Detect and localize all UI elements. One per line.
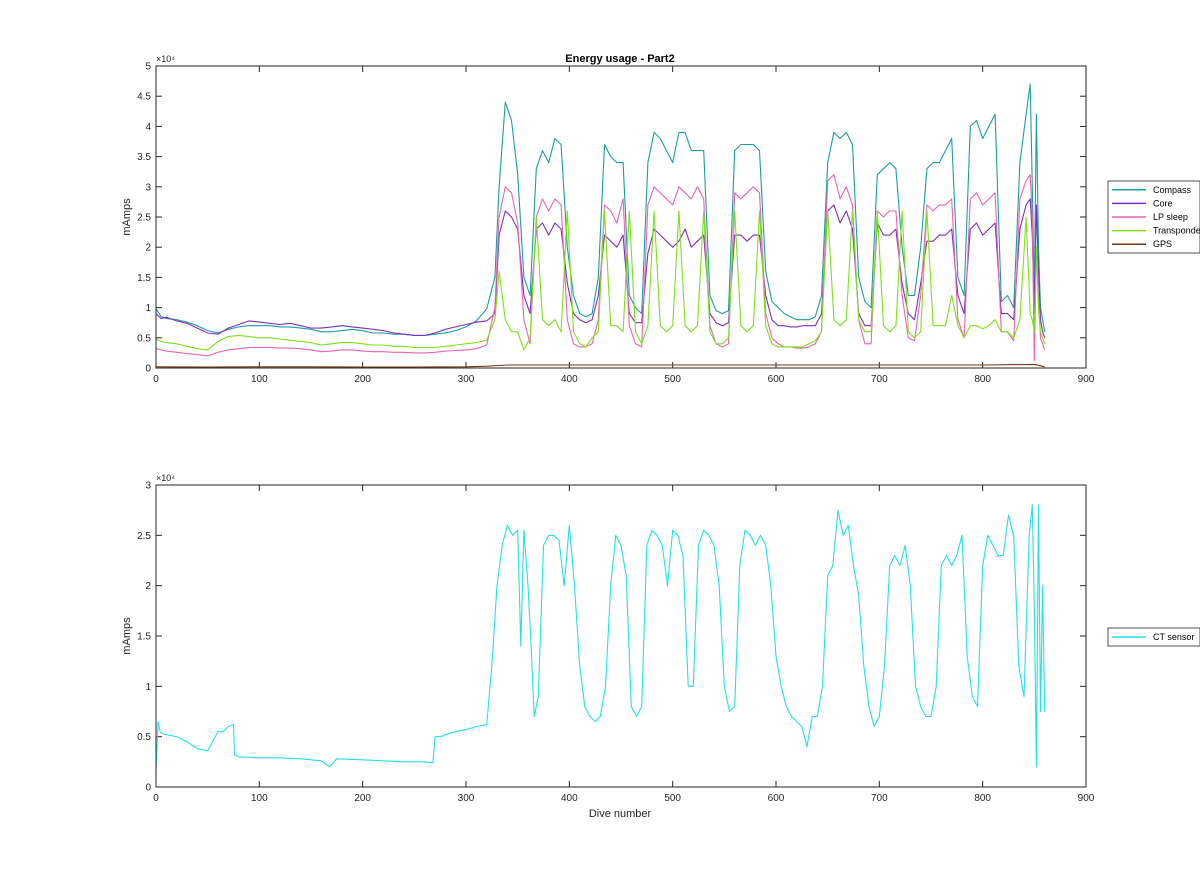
x-tick-label: 200: [354, 793, 371, 804]
x-tick-label: 100: [251, 374, 268, 385]
y-tick-label: 4.5: [137, 92, 151, 103]
x-tick-label: 500: [664, 374, 681, 385]
x-tick-label: 500: [664, 793, 681, 804]
y-tick-label: 3.5: [137, 152, 151, 163]
x-tick-label: 0: [153, 793, 159, 804]
series-line-lp-sleep: [155, 174, 1046, 362]
y-axis-label: mAmps: [121, 617, 133, 655]
legend-label: Core: [1153, 198, 1173, 208]
axes-box: [155, 65, 1087, 369]
legend: CT sensor: [1107, 627, 1200, 647]
y-tick-label: 0.5: [137, 732, 151, 743]
y-tick-label: 4: [145, 122, 151, 133]
series-line-compass: [155, 83, 1046, 336]
chart-energy-usage: Energy usage - Part2 ×10⁴ mAmps 0 100 200 3…: [121, 53, 1200, 385]
y-tick-label: 1: [145, 303, 151, 314]
y-tick-label: 1: [145, 682, 151, 693]
y-tick-label: 1.5: [137, 632, 151, 643]
plot-lines: [155, 504, 1046, 769]
x-tick-label: 800: [974, 793, 991, 804]
plot-lines: [155, 83, 1046, 368]
y-tick-label: 2: [145, 243, 151, 254]
series-line-core: [155, 198, 1046, 338]
y-axis-label: mAmps: [121, 198, 133, 236]
y-tick-label: 0: [145, 364, 151, 375]
y-exponent-label: ×10⁴: [156, 54, 175, 64]
x-axis-label: Dive number: [589, 808, 652, 820]
y-tick-label: 2: [145, 581, 151, 592]
x-tick-label: 100: [251, 793, 268, 804]
chart-title: Energy usage - Part2: [565, 53, 674, 65]
x-tick-label: 600: [768, 793, 785, 804]
x-tick-label: 900: [1078, 374, 1095, 385]
x-tick-label: 300: [458, 793, 475, 804]
x-tick-label: 800: [974, 374, 991, 385]
series-line-transponder: [155, 210, 1046, 351]
series-line-gps: [155, 363, 1045, 368]
legend: Compass Core LP sleep Transponder GPS: [1107, 180, 1200, 254]
y-tick-label: 2.5: [137, 531, 151, 542]
y-tick-label: 3: [145, 182, 151, 193]
legend-label: CT sensor: [1153, 632, 1194, 642]
x-tick-label: 400: [561, 793, 578, 804]
legend-label: GPS: [1153, 239, 1172, 249]
x-tick-label: 600: [768, 374, 785, 385]
y-exponent-label: ×10⁴: [156, 473, 175, 483]
x-tick-label: 400: [561, 374, 578, 385]
y-tick-label: 3: [145, 481, 151, 492]
legend-label: Compass: [1153, 185, 1192, 195]
x-tick-label: 700: [871, 374, 888, 385]
x-tick-label: 0: [153, 374, 159, 385]
y-tick-label: 0.5: [137, 333, 151, 344]
series-line-ct-sensor: [155, 504, 1046, 769]
x-tick-label: 200: [354, 374, 371, 385]
y-tick-label: 0: [145, 783, 151, 794]
legend-label: Transponder: [1153, 226, 1200, 236]
legend-label: LP sleep: [1153, 212, 1188, 222]
x-tick-label: 300: [458, 374, 475, 385]
axes-box: [155, 484, 1087, 788]
chart-ct-sensor: ×10⁴ mAmps Dive number 0 100 200 300 400 500 6…: [121, 473, 1200, 820]
legend-box: [1107, 627, 1200, 647]
x-tick-label: 900: [1078, 793, 1095, 804]
y-tick-label: 1.5: [137, 273, 151, 284]
x-tick-label: 700: [871, 793, 888, 804]
y-tick-label: 5: [145, 62, 151, 73]
y-tick-label: 2.5: [137, 213, 151, 224]
